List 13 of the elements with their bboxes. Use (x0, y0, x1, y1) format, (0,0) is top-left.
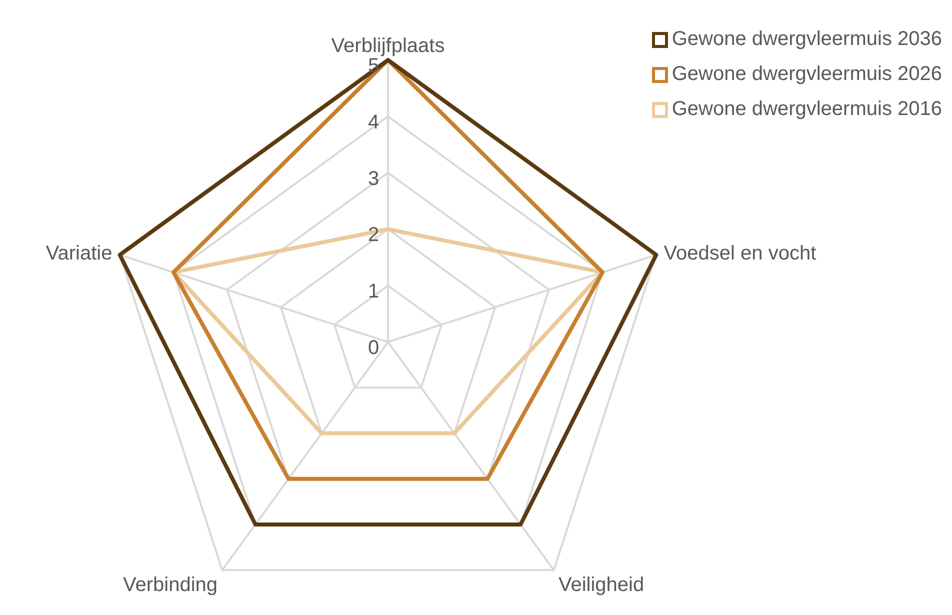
spoke-label: Variatie (46, 242, 112, 264)
spoke-label: Verblijfplaats (331, 35, 445, 57)
spoke-label: Veiligheid (558, 574, 644, 596)
y-tick-label: 2 (368, 224, 380, 246)
legend-label: Gewone dwergvleermuis 2016 (672, 98, 942, 121)
y-tick-label: 0 (368, 337, 380, 359)
legend-label: Gewone dwergvleermuis 2026 (672, 63, 942, 86)
y-tick-label: 3 (368, 168, 380, 190)
y-tick-label: 1 (368, 280, 380, 303)
spoke-label: Voedsel en vocht (664, 242, 817, 264)
legend-label: Gewone dwergvleermuis 2036 (672, 28, 942, 51)
spoke-label: Verbinding (123, 574, 218, 596)
y-tick-label: 4 (368, 111, 380, 134)
